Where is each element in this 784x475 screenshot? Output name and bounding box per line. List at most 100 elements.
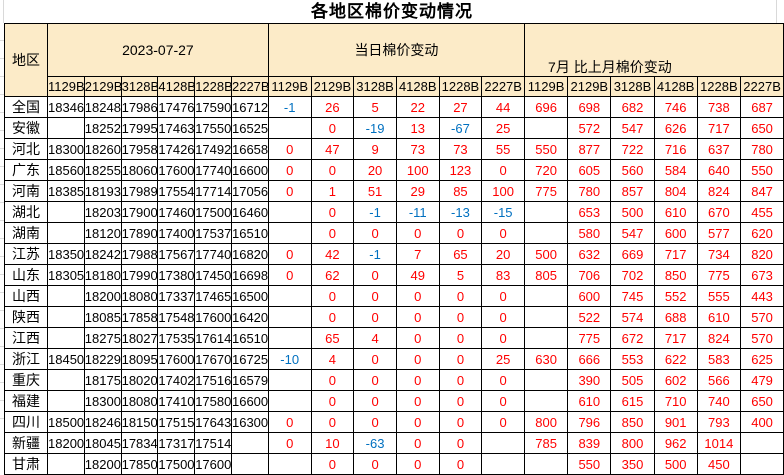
daily-change-cell: 0 (267, 159, 312, 181)
daily-change-cell: 51 (353, 180, 397, 202)
price-cell: 17515 (157, 411, 196, 433)
price-cell: 17337 (157, 285, 196, 307)
grade-code-header: 3128B (610, 76, 655, 97)
price-cell (230, 432, 269, 454)
region-cell: 甘肃 (4, 453, 48, 475)
monthly-change-cell (524, 369, 569, 391)
daily-change-cell: 0 (310, 222, 355, 244)
price-cell: 17850 (120, 453, 159, 475)
monthly-change-cell: 1014 (696, 432, 741, 454)
price-cell: 16420 (230, 306, 269, 328)
monthly-change-cell: 610 (567, 390, 612, 412)
grade-code-header: 1228B (194, 76, 232, 97)
price-cell: 18200 (83, 285, 122, 307)
monthly-change-cell: 390 (567, 369, 612, 391)
daily-change-cell: 0 (438, 390, 483, 412)
daily-change-cell: 0 (310, 453, 355, 475)
price-cell: 18300 (47, 138, 85, 160)
price-cell: 17537 (194, 222, 232, 244)
monthly-change-cell: 820 (739, 243, 784, 265)
monthly-change-cell: 630 (524, 348, 569, 370)
price-cell: 17548 (157, 306, 196, 328)
price-cell: 18300 (83, 390, 122, 412)
price-cell: 17500 (157, 453, 196, 475)
monthly-change-cell: 775 (696, 264, 741, 286)
monthly-change-cell: 666 (567, 348, 612, 370)
daily-change-cell: 0 (438, 369, 483, 391)
daily-change-cell: 0 (353, 285, 397, 307)
daily-change-cell: 44 (481, 96, 526, 118)
monthly-change-cell: 824 (696, 327, 741, 349)
daily-change-cell: 0 (395, 432, 440, 454)
daily-change-cell: -67 (438, 117, 483, 139)
region-cell: 河南 (4, 180, 48, 202)
monthly-change-cell: 780 (739, 138, 784, 160)
region-cell: 山东 (4, 264, 48, 286)
price-cell: 17834 (120, 432, 159, 454)
monthly-change-cell: 626 (653, 117, 698, 139)
daily-change-cell: 83 (481, 264, 526, 286)
daily-change-cell: 0 (353, 369, 397, 391)
monthly-change-cell: 796 (567, 411, 612, 433)
monthly-change-cell: 547 (610, 117, 655, 139)
price-cell: 16600 (230, 390, 269, 412)
price-cell: 17590 (194, 96, 232, 118)
region-cell: 陕西 (4, 306, 48, 328)
price-cell: 18255 (83, 159, 122, 181)
daily-change-cell: 20 (353, 159, 397, 181)
monthly-change-cell (739, 453, 784, 475)
monthly-change-cell: 632 (567, 243, 612, 265)
daily-change-cell: 0 (267, 180, 312, 202)
daily-change-cell (267, 306, 312, 328)
monthly-change-cell: 553 (610, 348, 655, 370)
daily-change-cell: 27 (438, 96, 483, 118)
price-cell: 17714 (194, 180, 232, 202)
daily-change-cell: 7 (395, 243, 440, 265)
monthly-change-cell: 698 (567, 96, 612, 118)
daily-change-cell (267, 369, 312, 391)
price-cell: 17450 (194, 264, 232, 286)
price-cell: 18385 (47, 180, 85, 202)
monthly-change-cell: 696 (524, 96, 569, 118)
price-cell: 17995 (120, 117, 159, 139)
daily-change-cell (267, 327, 312, 349)
daily-change-cell: 0 (438, 306, 483, 328)
daily-change-cell: 55 (481, 138, 526, 160)
price-cell: 17380 (157, 264, 196, 286)
grade-code-header: 1129B (524, 76, 569, 97)
price-cell: 17476 (157, 96, 196, 118)
daily-change-cell: -10 (267, 348, 312, 370)
price-cell (47, 327, 85, 349)
monthly-change-cell: 610 (653, 201, 698, 223)
price-cell: 17402 (157, 369, 196, 391)
monthly-change-cell: 583 (696, 348, 741, 370)
daily-change-cell: 65 (310, 327, 355, 349)
daily-change-cell (481, 432, 526, 454)
daily-change-cell: 0 (481, 285, 526, 307)
monthly-change-cell: 550 (567, 453, 612, 475)
region-cell: 福建 (4, 390, 48, 412)
grade-code-header: 2129B (83, 76, 122, 97)
price-cell: 18200 (47, 432, 85, 454)
monthly-change-cell: 479 (739, 369, 784, 391)
price-cell: 17550 (194, 117, 232, 139)
monthly-change-cell (524, 285, 569, 307)
table-row: 安徽 18252 17995 17463 17550 16525 0 -19 13 -67 25 57… (4, 117, 784, 139)
price-cell: 18180 (83, 264, 122, 286)
price-cell: 18203 (83, 201, 122, 223)
monthly-change-cell: 550 (739, 159, 784, 181)
daily-change-cell: 85 (438, 180, 483, 202)
daily-change-cell (267, 117, 312, 139)
price-cell (47, 117, 85, 139)
monthly-change-cell: 775 (524, 180, 569, 202)
monthly-change-cell: 622 (653, 348, 698, 370)
monthly-change-cell: 602 (653, 369, 698, 391)
daily-change-cell: -63 (353, 432, 397, 454)
grade-code-header-row: 1129B 2129B 3128B 4128B 1228B 2227B 1129B 2129B… (5, 76, 784, 97)
price-cell: 17426 (157, 138, 196, 160)
monthly-change-cell: 793 (696, 411, 741, 433)
grade-code-header: 3128B (120, 76, 159, 97)
group-header-row: 地区 2023-07-27 当日棉价变动 7月 比上月棉价变动 (4, 23, 784, 97)
daily-change-cell: 26 (310, 96, 355, 118)
price-cell: 18027 (120, 327, 159, 349)
